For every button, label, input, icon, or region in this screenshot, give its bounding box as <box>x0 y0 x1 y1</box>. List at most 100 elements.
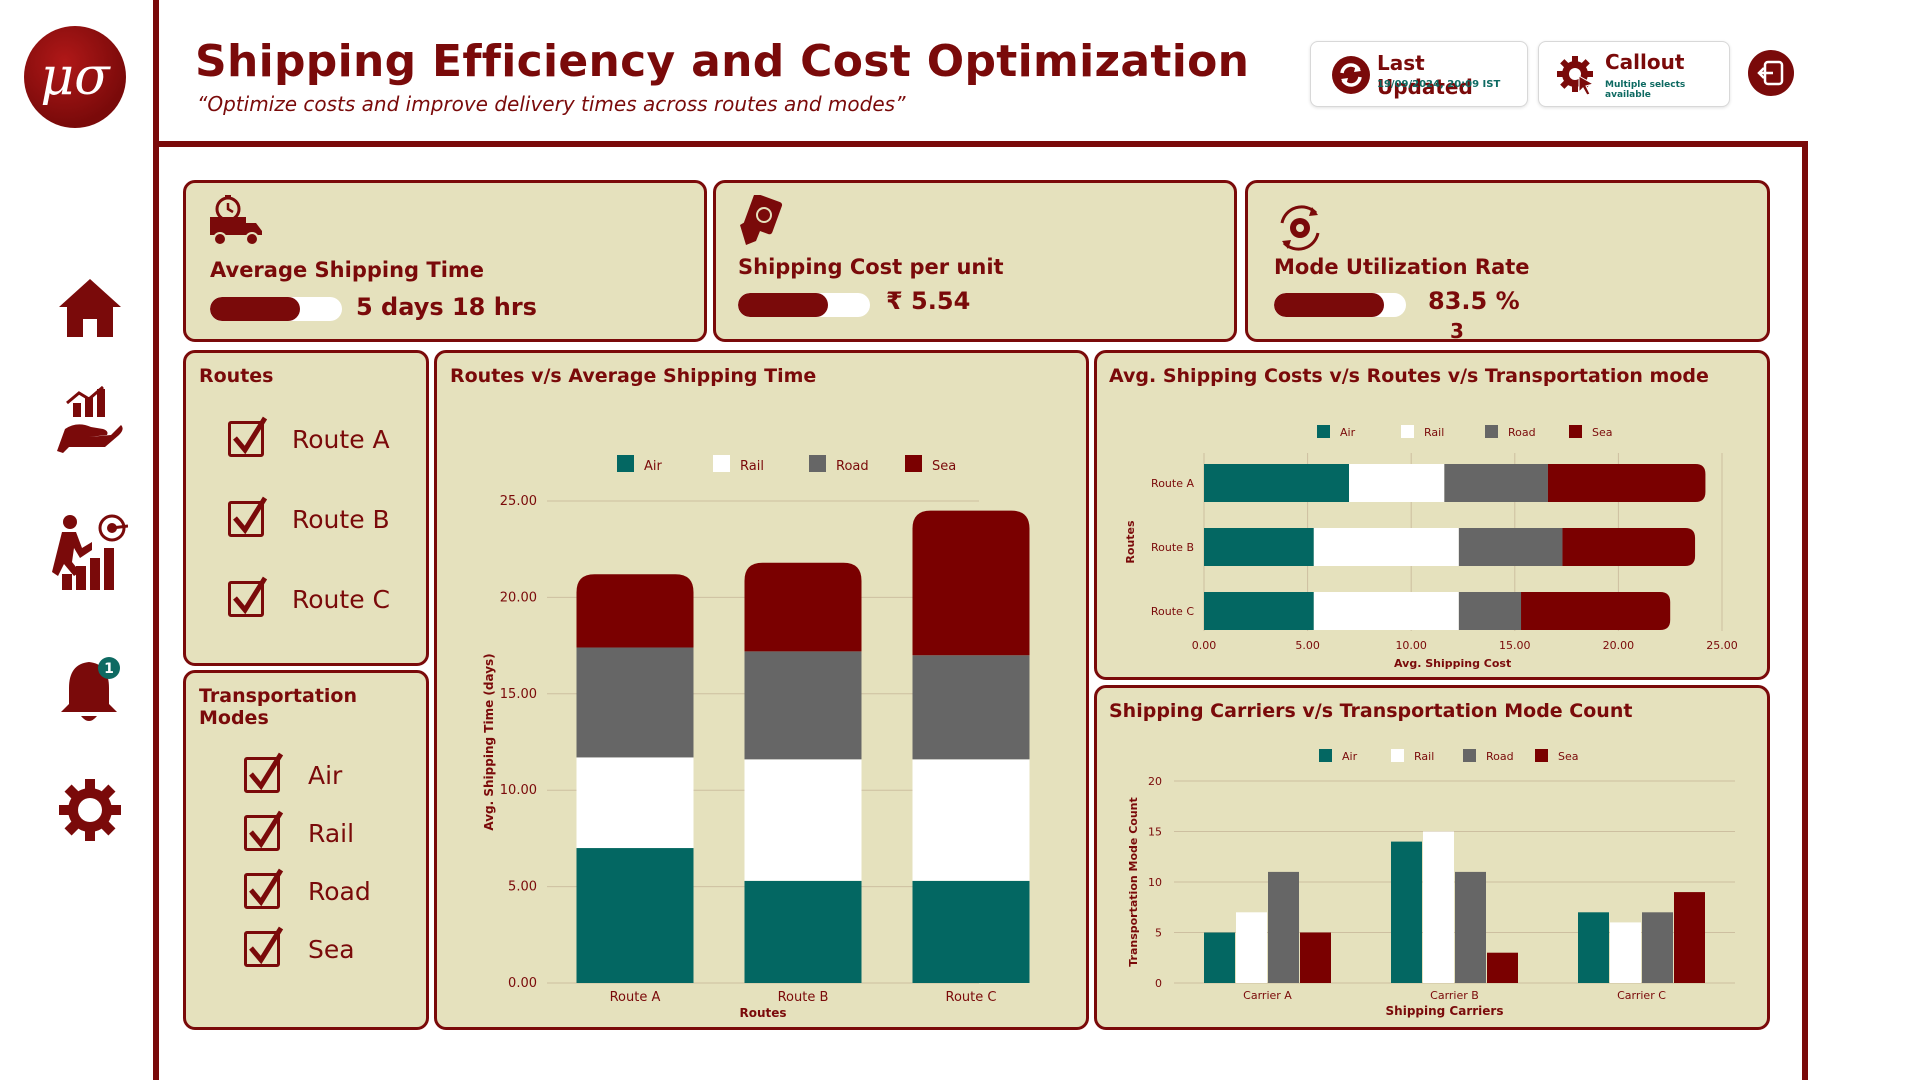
kpi-progress-bar <box>1274 293 1406 317</box>
bar-carrier-a-road <box>1268 871 1299 983</box>
kpi-title: Average Shipping Time <box>210 258 485 282</box>
checkbox[interactable] <box>228 496 268 537</box>
gear-cursor-icon <box>1557 56 1595 96</box>
filter-option-label: Route B <box>292 504 390 534</box>
chart-card-cost-routes-mode: Avg. Shipping Costs v/s Routes v/s Trans… <box>1094 350 1770 680</box>
logout-button[interactable] <box>1748 50 1794 96</box>
bar-route-c-rail <box>912 759 1030 881</box>
checkbox[interactable] <box>228 576 268 617</box>
bar-carrier-b-rail <box>1423 831 1454 983</box>
legend-swatch-sea <box>1535 749 1548 762</box>
growth-target-icon[interactable] <box>50 512 130 592</box>
hand-chart-icon[interactable] <box>50 380 130 460</box>
kpi-extra: 3 <box>1450 319 1464 343</box>
checkbox[interactable] <box>244 752 284 793</box>
kpi-value: 5 days 18 hrs <box>356 293 537 321</box>
x-tick-label: Route C <box>946 990 997 1005</box>
content-frame-right <box>1802 141 1808 1080</box>
filter-option-label: Road <box>308 876 371 906</box>
company-logo[interactable]: μσ <box>24 26 126 128</box>
y-tick-label: 15 <box>1148 826 1162 839</box>
y-tick-label: 5 <box>1155 927 1162 940</box>
modes-filter-panel: Transportation Modes Air Rail Road Sea <box>183 670 429 1030</box>
bar-carrier-b-air <box>1391 841 1422 983</box>
y-tick-label: 20.00 <box>500 590 537 605</box>
callout-label: Callout <box>1605 50 1685 74</box>
last-updated-button[interactable]: Last Updated 19/09/2024, 20:09 IST <box>1310 41 1528 107</box>
checkbox[interactable] <box>244 868 284 909</box>
bell-icon[interactable]: 1 <box>50 650 130 730</box>
x-tick-label: 10.00 <box>1395 639 1427 652</box>
y-tick-label: 25.00 <box>500 494 537 509</box>
truck-timer-icon <box>210 195 262 246</box>
kpi-card-cost-per-unit: Shipping Cost per unit ₹ 5.54 <box>713 180 1237 342</box>
checkbox[interactable] <box>228 416 268 457</box>
bar-route-b-sea <box>744 562 862 652</box>
x-tick-label: 0.00 <box>1192 639 1217 652</box>
filter-option-road[interactable]: Road <box>244 868 371 909</box>
gear-icon[interactable] <box>50 770 130 850</box>
kpi-progress-fill <box>1274 293 1385 317</box>
kpi-card-mode-utilization: Mode Utilization Rate 83.5 % 3 <box>1245 180 1770 343</box>
content-frame-top <box>156 141 1808 147</box>
legend-label-air: Air <box>1342 750 1358 763</box>
filter-option-route-a[interactable]: Route A <box>228 416 390 457</box>
y-tick-label: Route C <box>1151 605 1194 618</box>
page-title: Shipping Efficiency and Cost Optimizatio… <box>195 36 1250 87</box>
bar-route-b-sea <box>1562 528 1696 566</box>
x-tick-label: Route B <box>778 990 829 1005</box>
y-tick-label: Route A <box>1151 477 1194 490</box>
y-axis-label: Transportation Mode Count <box>1127 797 1140 967</box>
bar-carrier-c-rail <box>1610 922 1641 983</box>
checkbox[interactable] <box>244 926 284 967</box>
filter-option-route-c[interactable]: Route C <box>228 576 390 617</box>
sidebar: μσ 1 <box>0 0 156 1080</box>
filter-option-label: Route C <box>292 584 390 614</box>
filter-option-route-b[interactable]: Route B <box>228 496 390 537</box>
kpi-progress-fill <box>210 297 300 321</box>
chart-carriers-mode: Air Rail Road Sea 0 5 10 15 20 Transportation Mod… <box>1127 749 1735 1018</box>
bar-route-b-rail <box>744 759 862 881</box>
kpi-progress-fill <box>738 293 828 317</box>
callout-button[interactable]: Callout Multiple selects available <box>1538 41 1730 107</box>
filter-option-sea[interactable]: Sea <box>244 926 355 967</box>
legend-swatch-air <box>1317 425 1330 438</box>
checkmark-icon <box>233 576 268 615</box>
kpi-value: 83.5 % <box>1428 287 1520 315</box>
last-updated-value: 19/09/2024, 20:09 IST <box>1377 79 1501 90</box>
x-tick-label: 15.00 <box>1499 639 1531 652</box>
chart-title: Shipping Carriers v/s Transportation Mod… <box>1109 700 1633 722</box>
checkbox[interactable] <box>244 810 284 851</box>
chart-routes-vs-time: Air Rail Road Sea 0.00 5.00 10.00 15.00 20.00 25.… <box>482 455 1030 1020</box>
legend-label-sea: Sea <box>932 459 956 474</box>
bar-route-a-sea <box>1547 464 1706 502</box>
checkmark-icon <box>233 416 268 455</box>
filter-option-air[interactable]: Air <box>244 752 342 793</box>
filter-option-rail[interactable]: Rail <box>244 810 354 851</box>
bar-route-a-rail <box>576 757 694 849</box>
bar-route-c-air <box>1204 592 1314 630</box>
legend-label-rail: Rail <box>740 459 764 474</box>
bar-route-b-road <box>1458 528 1563 566</box>
legend-label-road: Road <box>1486 750 1514 763</box>
refresh-icon <box>1332 56 1370 94</box>
bar-route-c-air <box>912 880 1030 983</box>
legend-label-rail: Rail <box>1414 750 1434 763</box>
x-axis-label: Routes <box>739 1006 786 1020</box>
kpi-title: Shipping Cost per unit <box>738 255 1004 279</box>
bar-carrier-c-sea <box>1674 892 1705 983</box>
bar-route-c-road <box>1458 592 1522 630</box>
bar-carrier-a-air <box>1204 932 1235 983</box>
home-icon[interactable] <box>50 268 130 348</box>
bar-carrier-b-road <box>1455 871 1486 983</box>
checkmark-icon <box>249 752 284 791</box>
panel-title: Transportation Modes <box>199 685 358 729</box>
bar-route-c-rail <box>1313 592 1459 630</box>
filter-option-label: Sea <box>308 934 355 964</box>
y-tick-label: 15.00 <box>500 687 537 702</box>
bar-carrier-c-road <box>1642 912 1673 983</box>
panel-title: Routes <box>199 365 274 387</box>
sidebar-divider <box>153 0 159 1080</box>
kpi-value: ₹ 5.54 <box>886 287 971 315</box>
legend-label-sea: Sea <box>1558 750 1579 763</box>
